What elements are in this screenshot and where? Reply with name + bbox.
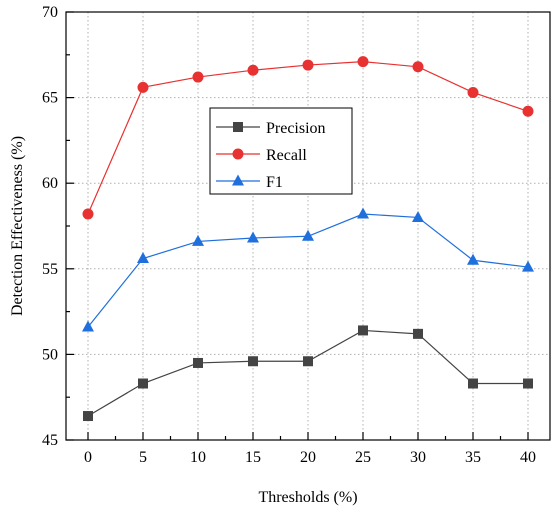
precision-point (248, 356, 258, 367)
y-axis-label: Detection Effectiveness (%) (9, 136, 26, 316)
f1-point (82, 320, 94, 332)
recall-point (467, 86, 479, 98)
legend-items: Precision Recall F1 (216, 120, 326, 191)
legend-f1-marker (232, 174, 244, 186)
f1-point (137, 252, 149, 264)
recall-point (412, 61, 424, 73)
precision-point (468, 378, 478, 389)
x-tick-label: 40 (520, 449, 536, 466)
recall-point (192, 71, 204, 83)
x-axis-label: Thresholds (%) (258, 489, 357, 506)
f1-point (522, 260, 534, 272)
legend-recall-marker (232, 148, 244, 160)
f1-point (192, 234, 204, 246)
y-tick-label: 55 (42, 261, 58, 278)
legend-recall-label: Recall (266, 147, 307, 164)
precision-point (303, 356, 313, 367)
f1-point (412, 210, 424, 222)
precision-point (523, 378, 533, 389)
f1-point (357, 207, 369, 219)
x-tick-label: 35 (465, 449, 481, 466)
recall-point (357, 56, 369, 68)
precision-point (83, 411, 93, 422)
y-tick-label: 45 (42, 432, 58, 449)
recall-point (137, 81, 149, 93)
precision-point (193, 357, 203, 368)
x-tick-label: 5 (139, 449, 147, 466)
ticks (66, 11, 529, 441)
y-tick-label: 70 (42, 4, 58, 21)
legend: Precision Recall F1 (209, 107, 353, 195)
x-tick-label: 30 (410, 449, 426, 466)
f1-point (467, 253, 479, 265)
y-tick-label: 60 (42, 175, 58, 192)
x-tick-label: 10 (190, 449, 206, 466)
legend-precision-marker (233, 122, 243, 132)
precision-point (413, 328, 423, 339)
y-tick-label: 65 (42, 90, 58, 107)
series-f1 (82, 207, 534, 332)
y-tick-label: 50 (42, 346, 58, 363)
x-tick-label: 0 (84, 449, 92, 466)
x-tick-label: 20 (300, 449, 316, 466)
precision-point (358, 325, 368, 336)
series-recall (82, 56, 534, 220)
recall-point (247, 64, 259, 76)
grid (66, 11, 550, 441)
x-tick-label: 15 (245, 449, 261, 466)
series-layer (82, 56, 534, 422)
f1-point (302, 229, 314, 241)
x-tick-label: 25 (355, 449, 371, 466)
precision-point (138, 378, 148, 389)
legend-precision-label: Precision (266, 120, 326, 137)
tick-labels: 0 5 10 15 20 25 30 35 40 45 50 55 60 65 70 (42, 4, 536, 466)
recall-point (522, 105, 534, 117)
f1-point (247, 231, 259, 243)
recall-point (82, 208, 94, 220)
recall-point (302, 59, 314, 71)
legend-f1-label: F1 (266, 174, 283, 191)
series-precision (83, 325, 533, 422)
